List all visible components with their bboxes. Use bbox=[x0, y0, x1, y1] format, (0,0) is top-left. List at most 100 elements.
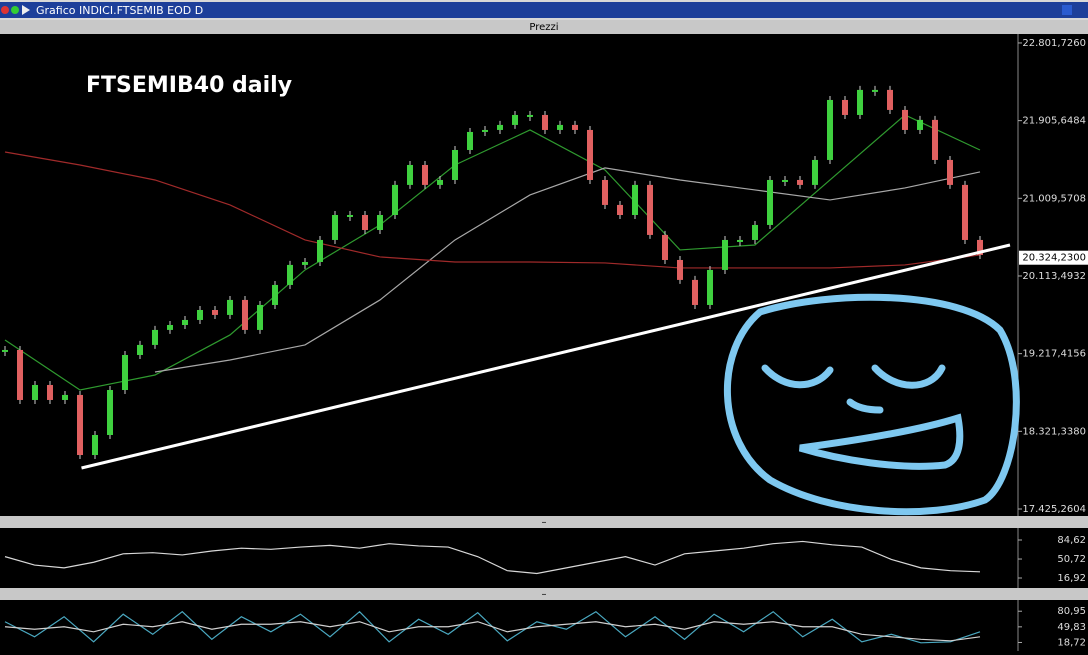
candle bbox=[932, 119, 938, 160]
panel-separator bbox=[0, 588, 1088, 600]
candle bbox=[542, 114, 548, 130]
axis-area bbox=[1018, 34, 1088, 651]
candle bbox=[782, 179, 788, 182]
candle bbox=[47, 384, 53, 400]
candle bbox=[197, 309, 203, 320]
candle bbox=[137, 344, 143, 355]
candle bbox=[92, 434, 98, 456]
candle bbox=[767, 179, 773, 225]
moving-average bbox=[4, 151, 981, 269]
candle bbox=[527, 114, 533, 117]
candle bbox=[902, 109, 908, 130]
y-tick-label: 19.217,4156 bbox=[1022, 349, 1086, 360]
candle bbox=[392, 184, 398, 215]
candle bbox=[917, 119, 923, 130]
panel-separator bbox=[0, 516, 1088, 528]
candle bbox=[377, 214, 383, 230]
candle bbox=[737, 239, 743, 242]
candle bbox=[257, 304, 263, 330]
y-tick-label: 84,62 bbox=[1057, 535, 1086, 546]
indicator-line bbox=[4, 621, 981, 642]
candle bbox=[437, 179, 443, 185]
candle bbox=[752, 224, 758, 240]
candle bbox=[317, 239, 323, 262]
candle bbox=[572, 124, 578, 130]
panel-title: Prezzi bbox=[529, 22, 558, 33]
candle bbox=[632, 184, 638, 215]
candle bbox=[107, 390, 113, 435]
panel-header bbox=[0, 20, 1088, 34]
candle bbox=[842, 99, 848, 115]
candle bbox=[332, 214, 338, 240]
candle bbox=[482, 129, 488, 132]
candle bbox=[662, 234, 668, 260]
candle bbox=[677, 259, 683, 280]
candle bbox=[602, 179, 608, 205]
moving-average bbox=[154, 167, 981, 373]
candle bbox=[2, 349, 8, 352]
candle bbox=[947, 159, 953, 185]
icon bbox=[22, 5, 30, 15]
candle bbox=[887, 89, 893, 110]
y-tick-label: 80,95 bbox=[1057, 606, 1086, 617]
y-tick-label: 20.113,4932 bbox=[1022, 271, 1086, 282]
smiley-eye bbox=[871, 364, 946, 389]
smiley-outline bbox=[723, 293, 1020, 516]
candle bbox=[872, 89, 878, 92]
candle bbox=[272, 284, 278, 305]
candle bbox=[347, 214, 353, 217]
candle bbox=[182, 319, 188, 325]
candle bbox=[797, 179, 803, 185]
candle bbox=[227, 299, 233, 315]
trendline bbox=[81, 243, 1011, 470]
y-tick-label: 50,72 bbox=[1057, 554, 1086, 565]
candle bbox=[362, 214, 368, 230]
y-tick-label: 49,83 bbox=[1057, 622, 1086, 633]
candle bbox=[122, 354, 128, 391]
y-tick-label: 21.009,5708 bbox=[1022, 193, 1086, 204]
y-tick-label: 18.321,3380 bbox=[1022, 426, 1086, 437]
candle bbox=[722, 239, 728, 270]
candle bbox=[857, 89, 863, 115]
candle bbox=[212, 309, 218, 315]
y-tick-label: 21.905,6484 bbox=[1022, 116, 1086, 127]
title-bar-active bbox=[0, 2, 1088, 18]
last-price-box bbox=[1019, 250, 1088, 265]
window-title: Grafico INDICI.FTSEMIB EOD D bbox=[36, 4, 203, 17]
indicator-line bbox=[4, 540, 981, 575]
candle bbox=[287, 264, 293, 285]
candle bbox=[32, 384, 38, 400]
candle bbox=[17, 349, 23, 400]
separator-handle: – bbox=[542, 589, 547, 600]
candle bbox=[617, 204, 623, 215]
y-tick-label: 16,92 bbox=[1057, 573, 1086, 584]
y-tick-label: 18,72 bbox=[1057, 637, 1086, 648]
candle bbox=[497, 124, 503, 130]
candle bbox=[302, 261, 308, 265]
candle bbox=[692, 279, 698, 305]
candle bbox=[827, 99, 833, 160]
window-button[interactable] bbox=[1062, 5, 1072, 15]
candle bbox=[452, 149, 458, 180]
candle bbox=[422, 164, 428, 185]
candle bbox=[557, 124, 563, 130]
last-price-label: 20.324,2300 bbox=[1022, 253, 1086, 264]
smiley-drawing bbox=[723, 293, 1020, 516]
candle bbox=[242, 299, 248, 330]
candle bbox=[467, 131, 473, 150]
candle bbox=[977, 239, 983, 255]
candle bbox=[707, 269, 713, 305]
separator-handle: – bbox=[542, 517, 547, 528]
smiley-eye bbox=[761, 364, 834, 389]
plot bbox=[2, 85, 1011, 644]
candle bbox=[647, 184, 653, 235]
candle bbox=[512, 114, 518, 125]
candle bbox=[77, 394, 83, 456]
candle bbox=[62, 394, 68, 400]
smiley-mouth bbox=[798, 413, 964, 470]
moving-average bbox=[4, 114, 981, 391]
y-tick-label: 22.801,7260 bbox=[1022, 38, 1086, 49]
